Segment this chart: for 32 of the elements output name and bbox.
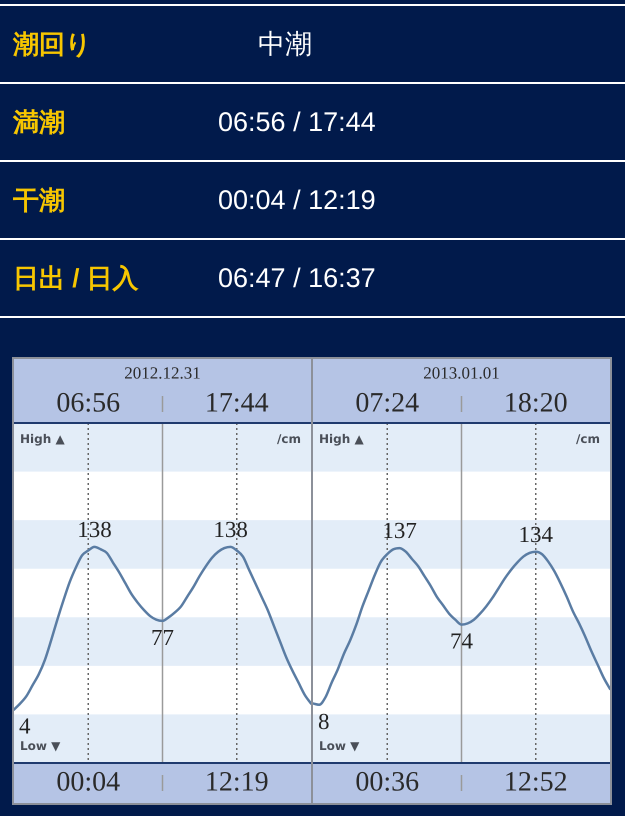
chart-title: 2012.12.31: [124, 364, 201, 383]
text: 18:20: [504, 387, 568, 418]
text: 12:52: [504, 766, 568, 798]
y-axis-title: /cm: [576, 432, 600, 446]
text: 06:56: [56, 387, 120, 418]
text: 12:19: [204, 766, 269, 798]
data-label: 138: [77, 516, 112, 542]
chart-title: 2013.01.01: [423, 364, 500, 383]
annotation: High ▲: [20, 432, 66, 446]
annotation: Low ▼: [319, 739, 360, 754]
text: 中潮: [258, 29, 312, 59]
annotation: High ▲: [319, 432, 364, 446]
text: 00:04 / 12:19: [218, 185, 376, 215]
data-label: 77: [151, 624, 174, 650]
text: 潮回り: [13, 29, 92, 59]
annotation: Low ▼: [20, 739, 62, 754]
data-label: 74: [450, 628, 474, 654]
text: 06:56 / 17:44: [218, 107, 376, 137]
text: 00:36: [355, 766, 420, 798]
text: 00:04: [56, 766, 120, 798]
text: 満潮: [13, 107, 65, 137]
text: 06:47 / 16:37: [218, 263, 376, 293]
text: 07:24: [355, 387, 420, 418]
text: 日出 / 日入: [13, 263, 139, 293]
y-axis-title: /cm: [277, 432, 301, 446]
data-label: 134: [518, 522, 554, 547]
text: 干潮: [13, 185, 65, 215]
data-label: 4: [19, 714, 31, 739]
data-label: 138: [213, 516, 248, 542]
data-label: 137: [382, 518, 417, 544]
data-label: 8: [318, 708, 330, 734]
text: 17:44: [204, 387, 269, 418]
